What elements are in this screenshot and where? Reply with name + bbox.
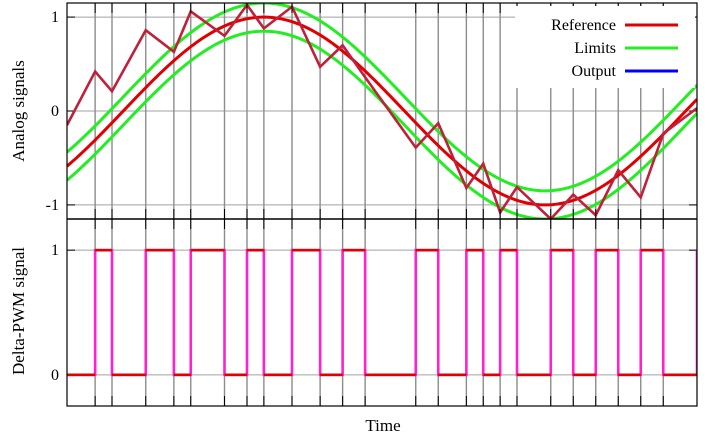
bottom-series — [67, 248, 697, 377]
top-y-tick-label: -1 — [46, 197, 59, 214]
bottom-y-tick-label: 0 — [51, 367, 59, 384]
output-line — [67, 3, 697, 219]
legend-label-output: Output — [572, 63, 617, 80]
legend: Reference Limits Output — [515, 6, 695, 88]
bottom-y-tick-label: 1 — [51, 242, 59, 259]
bottom-panel: 10 Delta-PWM signal — [9, 219, 697, 406]
pwm-line — [67, 248, 697, 377]
plot-frame — [66, 2, 698, 407]
top-series — [67, 3, 697, 219]
top-switch-lines — [94, 3, 664, 219]
x-axis-label: Time — [365, 416, 400, 435]
bottom-y-axis-label: Delta-PWM signal — [9, 247, 28, 375]
top-y-tick-label: 1 — [51, 9, 59, 26]
outer-frame — [66, 2, 698, 407]
bottom-grid — [67, 249, 697, 376]
bottom-y-ticks: 10 — [51, 242, 59, 384]
upper-limit-line — [67, 3, 697, 193]
top-y-axis-label: Analog signals — [9, 60, 28, 162]
top-panel: 1 0 -1 Analog signals — [9, 3, 697, 219]
top-y-tick-label: 0 — [51, 103, 59, 120]
legend-label-reference: Reference — [551, 17, 616, 34]
top-y-ticks: 1 0 -1 — [46, 9, 59, 214]
legend-label-limits: Limits — [574, 40, 616, 57]
reference-line — [67, 15, 697, 207]
bottom-switch-lines — [94, 219, 664, 406]
